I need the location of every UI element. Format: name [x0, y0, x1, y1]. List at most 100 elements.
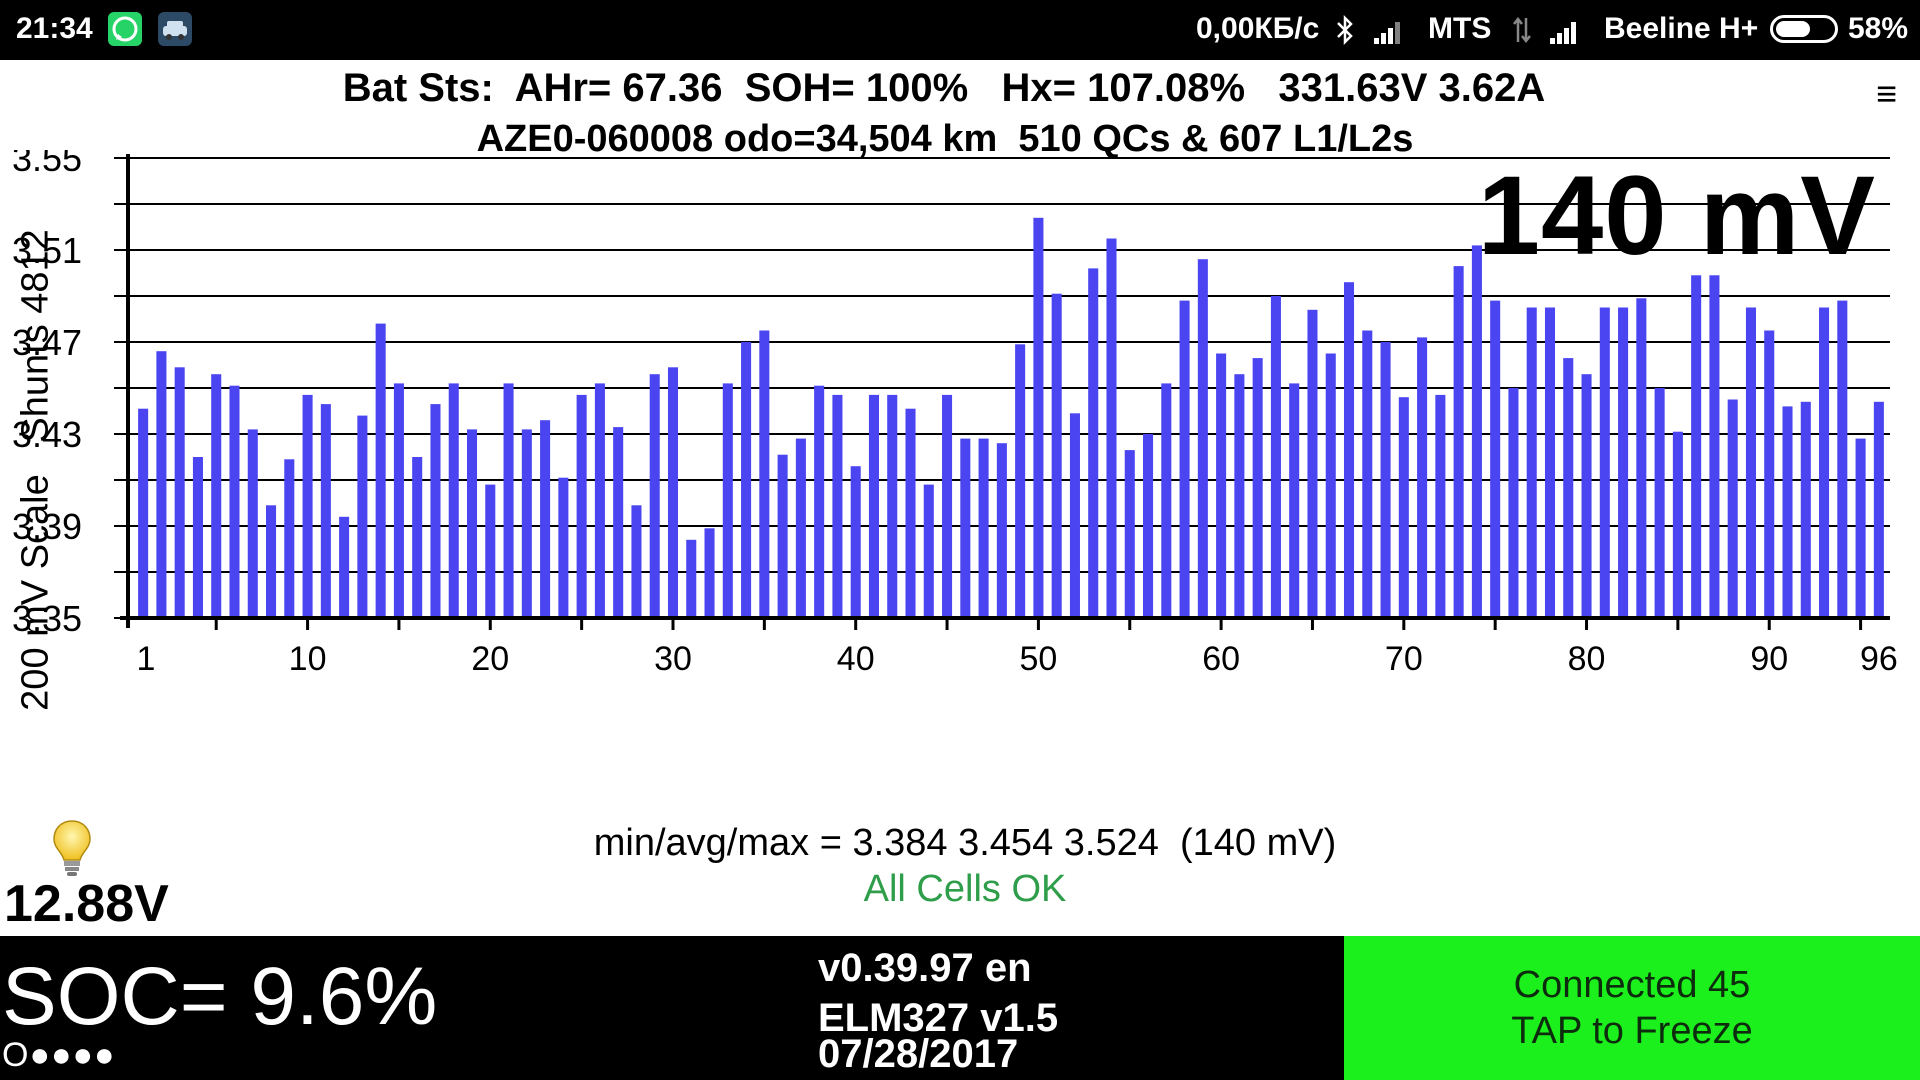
cell-bar: [1764, 330, 1775, 618]
cell-bar: [393, 383, 404, 618]
x-tick-label: 30: [654, 640, 692, 678]
cell-bar: [704, 528, 715, 618]
lightbulb-icon[interactable]: [50, 818, 94, 878]
cell-bar: [284, 459, 295, 618]
cell-bar: [174, 367, 185, 618]
soc-dots: O●●●●: [2, 1036, 116, 1074]
menu-icon[interactable]: ≡: [1876, 73, 1898, 114]
cell-bar: [576, 394, 587, 618]
cell-bar: [1819, 307, 1830, 618]
cell-bar: [1179, 300, 1190, 618]
x-tick-label: 40: [837, 640, 875, 678]
x-tick-label: 60: [1202, 640, 1240, 678]
cell-bar: [1325, 353, 1336, 618]
cell-bar: [302, 394, 313, 618]
cell-bar: [1051, 293, 1062, 618]
x-tick-label: 20: [471, 640, 509, 678]
cell-bar: [1745, 307, 1756, 618]
signal-icon: [1550, 18, 1580, 44]
y-tick-label: 3.35: [12, 598, 82, 639]
cell-bar: [1380, 342, 1391, 618]
cell-bar: [832, 394, 843, 618]
adapter-version: ELM327 v1.5: [818, 996, 1059, 1040]
cell-bar: [1618, 307, 1629, 618]
cell-bar: [1672, 431, 1683, 618]
cell-bar: [521, 429, 532, 618]
cell-bar: [649, 374, 660, 618]
cell-bar: [1599, 307, 1610, 618]
x-tick-label: 1: [137, 640, 156, 678]
signal-icon: [1374, 18, 1404, 44]
cell-bar: [430, 404, 441, 618]
cell-bar: [1398, 397, 1409, 618]
cell-bar: [1727, 399, 1738, 618]
cell-bar: [1143, 434, 1154, 618]
cell-bar: [1161, 383, 1172, 618]
battery-percent: 58%: [1848, 12, 1909, 45]
min-avg-max: min/avg/max = 3.384 3.454 3.524 (140 mV): [593, 822, 1337, 864]
cell-bar: [942, 394, 953, 618]
cell-bar: [923, 484, 934, 618]
y-tick-label: 3.51: [12, 230, 82, 271]
x-tick-label: 50: [1019, 640, 1057, 678]
version-date: 07/28/2017: [818, 1032, 1019, 1076]
cell-bar: [247, 429, 258, 618]
cell-bar: [503, 383, 514, 618]
y-axis-title: 200 mV Scale Shunts 4812: [14, 229, 57, 711]
cell-bar: [192, 457, 203, 618]
cell-bar: [448, 383, 459, 618]
data-arrows-icon: [1513, 16, 1531, 44]
cell-bar: [1709, 275, 1720, 618]
carrier-1: MTS: [1428, 12, 1492, 45]
cell-bar: [156, 351, 167, 618]
cell-bar: [1855, 438, 1866, 618]
x-tick-label: 90: [1750, 640, 1788, 678]
cell-bar: [1691, 275, 1702, 618]
cell-bar: [1033, 217, 1044, 619]
cell-bar: [1636, 298, 1647, 618]
cell-bar: [1490, 300, 1501, 618]
bluetooth-icon: [1337, 14, 1353, 46]
cell-bar: [1544, 307, 1556, 618]
cell-bar: [1106, 238, 1117, 618]
cell-bar: [1362, 330, 1373, 618]
cell-bar: [466, 429, 478, 618]
vehicle-info-line: AZE0-060008 odo=34,504 km 510 QCs & 607 …: [476, 118, 1414, 160]
cell-bar: [1417, 337, 1428, 618]
cell-bar: [1873, 401, 1884, 618]
y-tick-label: 3.47: [12, 322, 82, 363]
connect-freeze-button[interactable]: Connected 45 TAP to Freeze: [1344, 936, 1920, 1080]
cell-bar: [1234, 374, 1245, 618]
cell-voltage-chart[interactable]: 3.55 3.51 3.47 3.43 3.39 3.35 1 10 20 30 40 50 60 70 8…: [0, 150, 1920, 820]
cell-bar: [1471, 245, 1482, 618]
cell-bar: [1581, 374, 1592, 618]
cell-bar: [1015, 344, 1026, 618]
cell-bar: [1837, 300, 1848, 618]
cell-bar: [357, 415, 368, 618]
cell-bar: [1270, 296, 1281, 618]
cell-bar: [1343, 282, 1355, 618]
twelve-volt-battery: 12.88V: [4, 875, 169, 933]
cell-bar: [1069, 413, 1080, 618]
car-app-icon: [158, 12, 192, 46]
cell-bar: [777, 454, 788, 618]
network-speed: 0,00КБ/с: [1196, 12, 1320, 45]
cell-bar: [722, 383, 733, 618]
cell-bar: [905, 408, 916, 618]
cell-bar: [320, 404, 331, 618]
cell-bar: [996, 443, 1007, 618]
cell-bar: [540, 420, 551, 618]
whatsapp-icon: [108, 12, 142, 46]
cell-bar: [759, 330, 770, 618]
cell-bar: [1508, 388, 1519, 618]
cell-bar: [1289, 383, 1300, 618]
cell-bar: [1654, 388, 1665, 618]
cell-bar: [1435, 394, 1446, 618]
cell-bar: [960, 438, 971, 618]
cell-bar: [1307, 309, 1318, 618]
cell-bar: [1782, 406, 1793, 618]
cell-bar: [558, 477, 569, 618]
cell-bar: [978, 438, 989, 618]
y-tick-label: 3.55: [12, 150, 82, 179]
cell-bar: [631, 505, 642, 618]
